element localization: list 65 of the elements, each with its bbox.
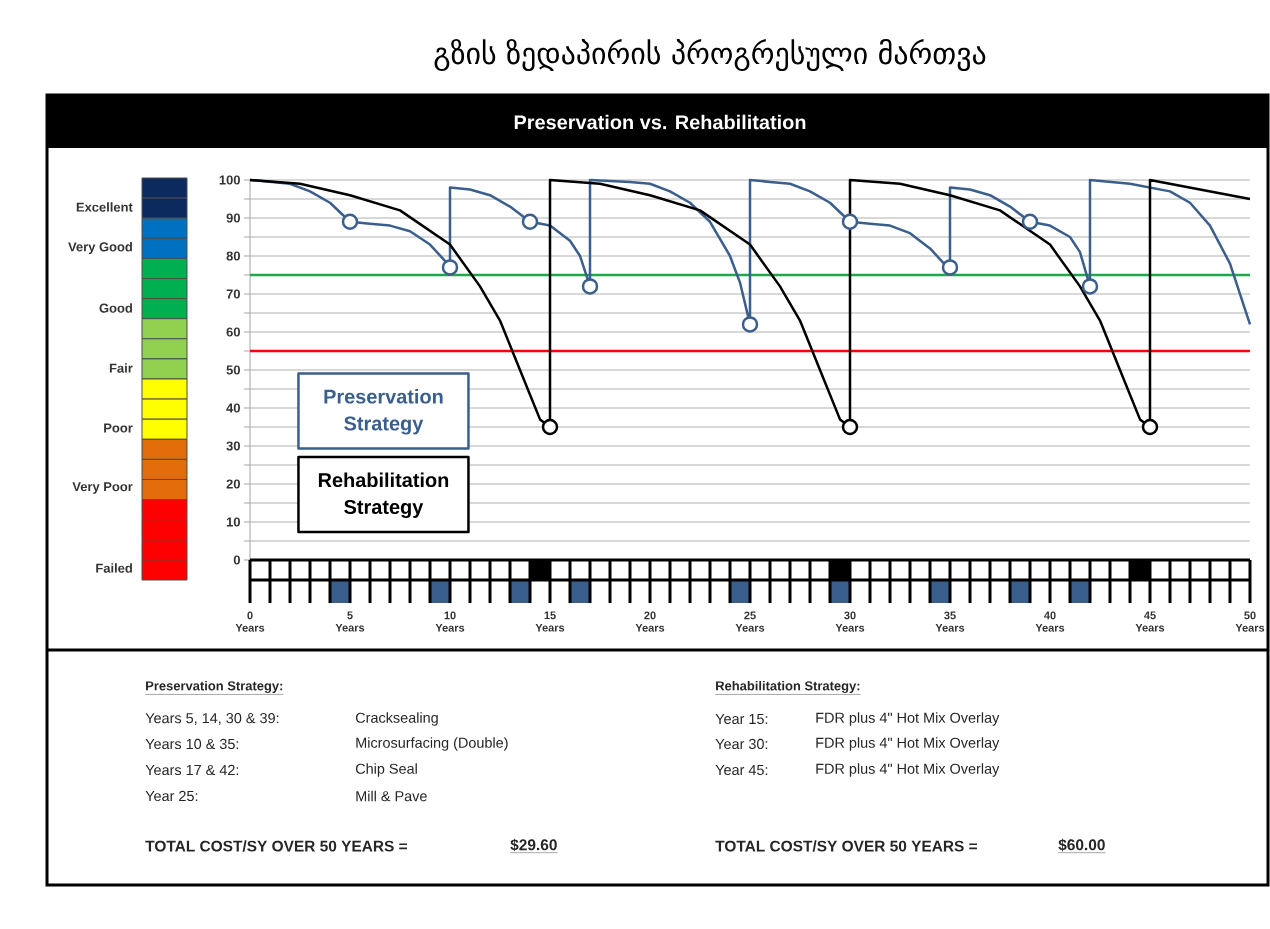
y-tick-label: 0 [233,555,240,565]
text: Years 5, 14, 30 & 39: [145,713,279,725]
text: FDR plus 4" Hot Mix Overlay [816,737,1000,751]
text: TOTAL COST/SY OVER 50 YEARS = [145,840,407,852]
y-tick-label: 100 [219,175,240,185]
text: Fair [109,363,133,373]
x-tick-label: 45 Years [1135,611,1165,632]
text: Year 25: [145,790,198,802]
text: Excellent [76,202,133,212]
y-tick-label: 40 [226,403,240,413]
text: Year 45: [715,764,768,776]
y-tick-label: 20 [226,479,240,489]
text: Year 30: [715,738,768,750]
x-tick-label: 50 Years [1235,611,1265,632]
text: Poor [104,423,133,433]
x-tick-label: 15 Years [535,611,565,632]
text: Years 10 & 35: [145,738,239,750]
point [841,418,859,436]
point [1081,278,1099,295]
text: FDR plus 4" Hot Mix Overlay [816,712,1000,726]
x-tick-label: 35 Years [935,611,965,632]
text: Very Poor [72,482,133,494]
text: Good [99,303,132,313]
text: Failed [96,563,132,573]
x-tick-label: 5 Years [335,611,365,632]
point [941,259,959,276]
point [541,418,559,436]
chart-subtitle: Preservation vs. Rehabilitation [514,114,806,130]
x-tick-label: 40 Years [1035,611,1065,632]
text: $60.00 [1058,838,1105,852]
text: Rehabilitation Strategy [318,472,449,519]
x-tick-label: 20 Years [635,611,665,632]
text: Preservation Strategy [324,388,443,435]
y-tick-label: 60 [226,327,240,337]
point [1141,418,1159,436]
point [841,213,859,231]
x-tick-label: 0 Years [235,611,265,632]
x-tick-label: 10 Years [435,611,465,632]
point [341,213,359,231]
x-tick-label: 25 Years [735,611,765,632]
point [1021,213,1039,231]
y-tick-label: 70 [226,289,240,299]
text: Chip Seal [355,763,417,777]
x-tick-label: 30 Years [835,611,865,632]
text: Years 17 & 42: [145,764,239,776]
text: Microsurfacing (Double) [356,737,508,751]
text: $29.60 [510,838,557,852]
text: Preservation Strategy: [146,680,283,694]
point [581,278,599,295]
text: Mill & Pave [356,790,427,802]
text: Very Good [68,241,132,255]
y-tick-label: 30 [226,441,240,451]
text: FDR plus 4" Hot Mix Overlay [816,763,1000,777]
y-tick-label: 80 [226,251,240,261]
text: Rehabilitation Strategy: [716,680,860,694]
point [741,316,759,333]
text: TOTAL COST/SY OVER 50 YEARS = [715,840,977,852]
text: Year 15: [715,713,768,725]
point [521,213,539,231]
y-tick-label: 50 [226,365,240,375]
y-tick-label: 90 [226,213,240,223]
chart-title: გზის ზედაპირის პროგრესული მართვა [434,38,986,72]
y-tick-label: 10 [226,517,240,527]
text: Cracksealing [355,712,438,726]
point [441,259,459,276]
